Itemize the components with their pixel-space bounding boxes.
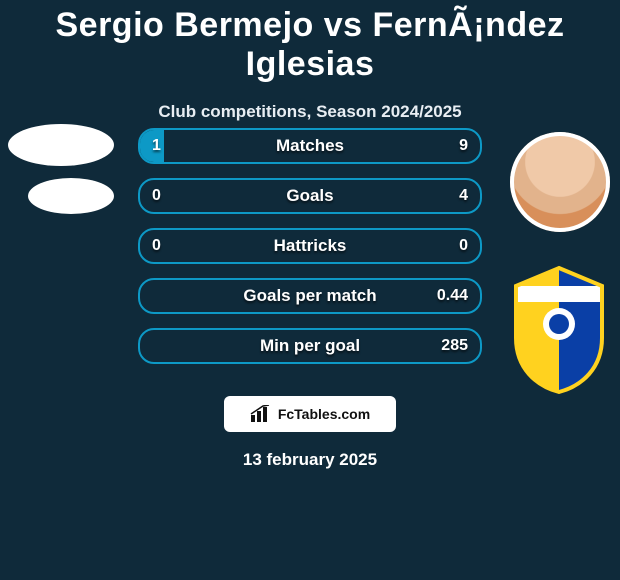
stat-label: Matches — [276, 136, 344, 156]
player-right-club-crest — [506, 264, 612, 394]
stat-row-matches: 1 Matches 9 — [138, 128, 482, 164]
stat-row-hattricks: 0 Hattricks 0 — [138, 228, 482, 264]
player-left-club-avatar — [28, 178, 114, 214]
stat-right-value: 4 — [459, 187, 468, 205]
stat-row-goals-per-match: Goals per match 0.44 — [138, 278, 482, 314]
stat-left-value: 1 — [152, 137, 161, 155]
stats-bars-icon — [250, 405, 272, 423]
stat-rows: 1 Matches 9 0 Goals 4 0 Hattricks 0 Goal… — [138, 128, 482, 378]
subtitle: Club competitions, Season 2024/2025 — [0, 102, 620, 122]
crest-svg — [506, 264, 612, 394]
stat-label: Goals — [286, 186, 333, 206]
stat-label: Min per goal — [260, 336, 360, 356]
stat-left-value: 0 — [152, 187, 161, 205]
brand-box: FcTables.com — [224, 396, 396, 432]
stat-right-value: 9 — [459, 137, 468, 155]
infographic-date: 13 february 2025 — [0, 450, 620, 470]
stat-label: Goals per match — [243, 286, 376, 306]
page-title: Sergio Bermejo vs FernÃ¡ndez Iglesias — [0, 6, 620, 84]
comparison-infographic: Sergio Bermejo vs FernÃ¡ndez Iglesias Cl… — [0, 6, 620, 580]
player-right-avatar — [510, 132, 610, 232]
stat-right-value: 285 — [441, 337, 468, 355]
stat-label: Hattricks — [274, 236, 347, 256]
stat-right-value: 0.44 — [437, 287, 468, 305]
stat-row-goals: 0 Goals 4 — [138, 178, 482, 214]
stat-right-value: 0 — [459, 237, 468, 255]
stat-left-value: 0 — [152, 237, 161, 255]
player-left-avatar — [8, 124, 114, 166]
brand-label: FcTables.com — [278, 406, 370, 422]
stat-row-min-per-goal: Min per goal 285 — [138, 328, 482, 364]
